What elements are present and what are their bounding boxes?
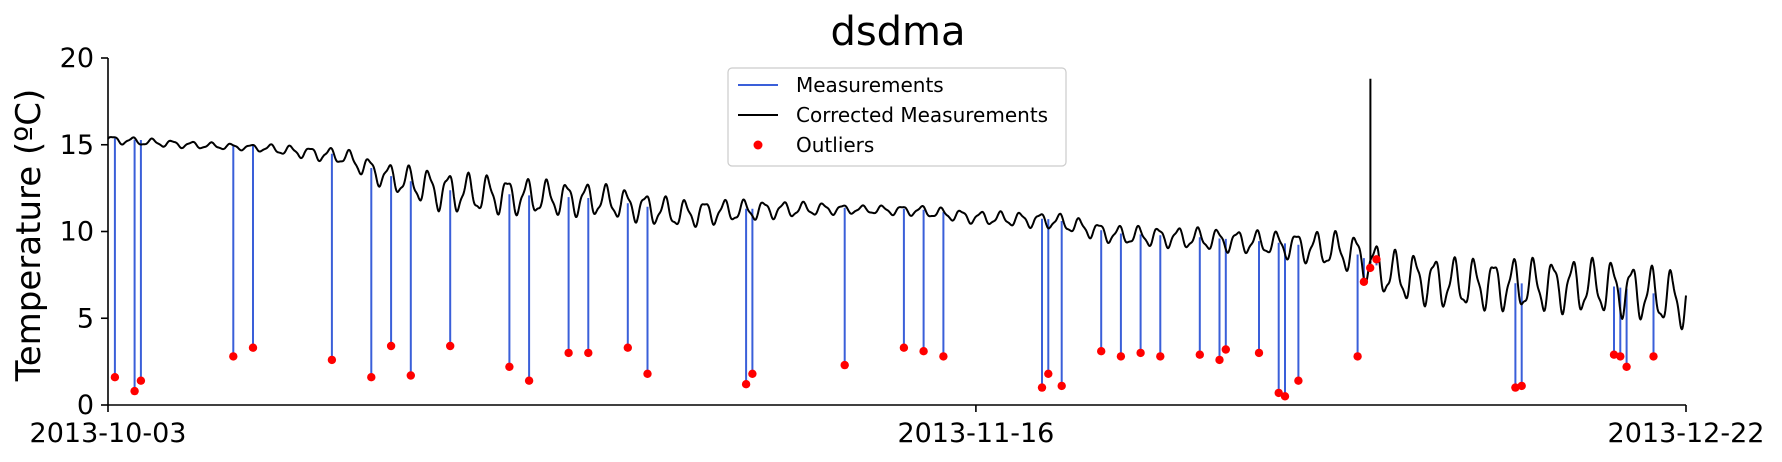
outlier-point (1649, 352, 1658, 361)
outlier-point (1359, 277, 1369, 286)
outlier-point (748, 369, 757, 378)
outlier-point (367, 373, 376, 382)
outlier-point (1609, 350, 1619, 359)
outlier-point (564, 348, 573, 358)
y-tick-label: 15 (60, 130, 94, 161)
outlier-points-group (110, 255, 1658, 401)
outlier-point (110, 373, 120, 382)
outlier-point (1057, 381, 1066, 391)
outlier-point (524, 376, 534, 385)
x-tick-label: 2013-12-22 (1608, 418, 1765, 449)
outlier-point (1254, 348, 1264, 358)
outlier-point (1116, 352, 1126, 361)
y-tick-label: 10 (60, 217, 94, 248)
outlier-point (899, 343, 909, 352)
outlier-point (1372, 255, 1381, 264)
outlier-point (643, 369, 652, 378)
outlier-point (1215, 355, 1224, 365)
legend-label: Measurements (796, 73, 944, 97)
chart-title: dsdma (830, 9, 965, 55)
outlier-point (386, 341, 396, 351)
y-axis-label: Temperature (ºC) (9, 89, 49, 382)
outlier-point (1195, 350, 1205, 359)
outlier-point (248, 343, 258, 352)
outlier-point (1280, 392, 1290, 401)
x-tick-label: 2013-10-03 (30, 418, 187, 449)
outlier-point (1044, 369, 1053, 378)
outlier-point (136, 376, 146, 385)
outlier-point (1511, 383, 1520, 392)
y-tick-label: 0 (77, 390, 94, 421)
outlier-point (1294, 376, 1303, 385)
outlier-point (840, 360, 849, 370)
measurements-series-line (113, 138, 1655, 397)
legend-label: Corrected Measurements (796, 103, 1048, 127)
outlier-point (1622, 362, 1631, 371)
y-axis-ticks: 0 5 10 15 20 (60, 43, 108, 421)
legend-label: Outliers (796, 133, 874, 157)
outlier-point (939, 352, 948, 361)
outlier-point (505, 362, 514, 371)
outlier-point (1517, 381, 1526, 391)
legend-marker-swatch (753, 140, 763, 150)
plot-area (107, 78, 1687, 401)
legend: Measurements Corrected Measurements Outlie… (727, 67, 1067, 167)
outlier-point (1037, 383, 1047, 392)
outlier-point (1353, 352, 1362, 361)
outlier-point (1136, 348, 1145, 358)
outlier-point (1616, 352, 1625, 361)
x-axis-ticks: 2013-10-03 2013-11-16 2013-12-22 (30, 405, 1765, 449)
y-tick-label: 20 (60, 43, 94, 74)
outlier-point (406, 371, 415, 380)
outlier-point (1097, 347, 1106, 356)
corrected-measurements-series-line (107, 78, 1687, 331)
axes: 0 5 10 15 20 2013-10-03 2013-11-16 2013-12-22 (30, 43, 1765, 449)
outlier-point (584, 348, 593, 358)
outlier-point (1221, 345, 1231, 354)
outlier-point (919, 347, 928, 356)
outlier-point (229, 352, 238, 361)
outlier-point (1274, 388, 1283, 398)
y-tick-label: 5 (77, 303, 94, 334)
outlier-point (130, 386, 139, 396)
legend-frame (727, 67, 1067, 167)
outlier-point (327, 355, 337, 365)
outlier-point (446, 341, 455, 351)
outlier-point (1156, 352, 1165, 361)
outlier-point (623, 343, 632, 352)
x-tick-label: 2013-11-16 (897, 418, 1054, 449)
outlier-point (741, 380, 751, 389)
outlier-point (1366, 263, 1375, 273)
